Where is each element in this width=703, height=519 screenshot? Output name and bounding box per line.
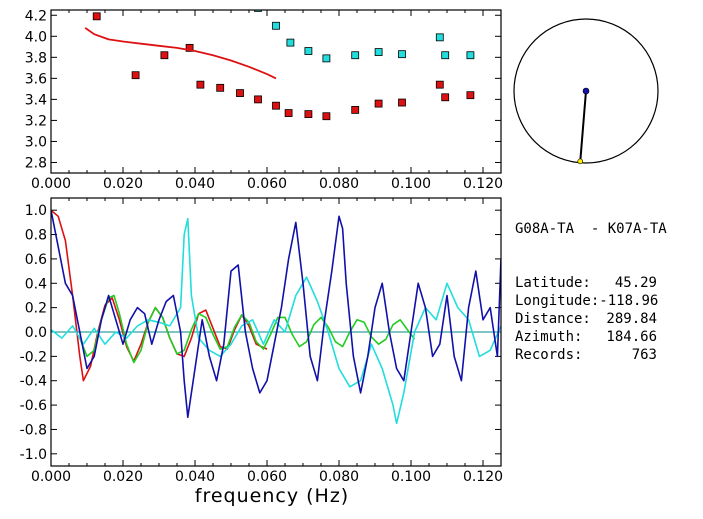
y-tick-label: 0.2 [25,301,47,317]
y-tick-label: 3.0 [25,134,47,150]
azimuth-line [579,90,587,162]
data-point-red [304,110,313,119]
info-row: Azimuth: 184.66 [515,328,657,346]
data-point-cyan [374,48,383,56]
dispersion-panel: 0.000 0.020 0.040 0.060 0.080 0.100 0.120 2.8 3.… [25,8,503,192]
series-line-cyan [51,217,501,425]
data-point-cyan [398,50,406,59]
x-tick-label: 0.040 [175,469,215,485]
y-tick-label: 2.8 [25,155,47,171]
data-point-red [196,80,205,89]
data-point-cyan [435,33,444,42]
data-point-red [216,83,225,92]
y-tick-label: 3.4 [25,92,47,108]
plot-frame [50,197,502,467]
info-label: Records: [515,347,583,363]
info-row: Longitude: -118.96 [515,292,659,310]
data-point-cyan [272,21,280,30]
data-point-red [322,112,331,121]
data-point-cyan [304,47,313,55]
y-tick-label: 4.2 [25,8,47,24]
y-tick-label: -0.8 [20,422,47,438]
info-value: -118.96 [599,293,659,309]
info-value: 289.84 [606,311,657,327]
correlation-panel: 0.000 0.020 0.040 0.060 0.080 0.100 0.120 1.0 0.… [20,197,503,485]
data-point-cyan [254,10,262,12]
data-point-red [160,51,169,60]
info-value: 45.29 [614,275,657,291]
info-label: Azimuth: [515,329,583,345]
data-point-red [272,101,280,110]
station-info: G08A-TA - K07A-TA Latitude: 45.29 Longitud… [515,184,667,382]
info-row: Records: 763 [515,346,657,364]
data-point-cyan [286,38,295,47]
x-tick-label: 0.020 [103,176,143,192]
data-point-cyan [351,51,360,60]
series-line-red [51,209,268,382]
data-point-red [254,95,262,104]
data-point-red [435,80,444,89]
y-tick-label: 0.8 [25,228,47,244]
station-pair: G08A-TA - K07A-TA [515,221,667,237]
data-point-cyan [322,54,331,63]
data-point-red [441,93,450,102]
info-rows: Latitude: 45.29 Longitude: -118.96 Distance:… [515,274,667,364]
x-tick-label: 0.100 [391,176,431,192]
data-point-red [374,99,383,108]
y-tick-label: 4.0 [25,29,47,45]
y-tick-label: 0.6 [25,252,47,268]
y-tick-label: -0.6 [20,398,47,414]
x-tick-label: 0.000 [31,176,71,192]
azimuth-dial [513,18,659,165]
y-tick-label: 0.4 [25,276,47,292]
y-tick-label: 3.6 [25,71,47,87]
series-line-green [79,294,416,364]
info-label: Distance: [515,311,591,327]
x-tick-label: 0.100 [391,469,431,485]
data-point-red [236,89,244,97]
info-value: 763 [631,347,657,363]
x-tick-label: 0.080 [319,469,359,485]
series-line-red [84,27,277,80]
x-tick-label: 0.120 [463,469,503,485]
data-point-cyan [466,51,475,60]
y-tick-label: 3.8 [25,50,47,66]
x-tick-label: 0.020 [103,469,143,485]
info-label: Longitude: [515,293,600,309]
dial-circle [513,18,659,164]
data-point-red [92,12,101,21]
x-tick-label: 0.080 [319,176,359,192]
x-tick-label: 0.120 [463,176,503,192]
info-label: Latitude: [515,275,591,291]
x-tick-label: 0.060 [247,176,287,192]
data-point-red [466,91,475,100]
series-line-blue [51,210,501,419]
data-point-red [351,106,360,114]
x-tick-label: 0.060 [247,469,287,485]
info-value: 184.66 [606,329,657,345]
y-tick-label: -1.0 [20,447,47,463]
data-point-cyan [441,51,450,60]
data-point-red [284,109,293,117]
center-station-marker [582,87,590,95]
y-tick-label: 1.0 [25,203,47,219]
y-tick-label: -0.4 [20,374,47,390]
x-tick-label: 0.000 [31,469,71,485]
x-axis-label: frequency (Hz) [195,485,349,507]
plot-frame [50,9,502,174]
info-row: Latitude: 45.29 [515,274,657,292]
data-point-red [398,98,406,107]
y-tick-label: 0.0 [25,325,47,341]
x-tick-label: 0.040 [175,176,215,192]
remote-station-marker [577,158,584,165]
data-point-red [185,43,194,52]
info-row: Distance: 289.84 [515,310,657,328]
y-tick-label: 3.2 [25,113,47,129]
data-point-red [131,71,140,80]
y-tick-label: -0.2 [20,349,47,365]
